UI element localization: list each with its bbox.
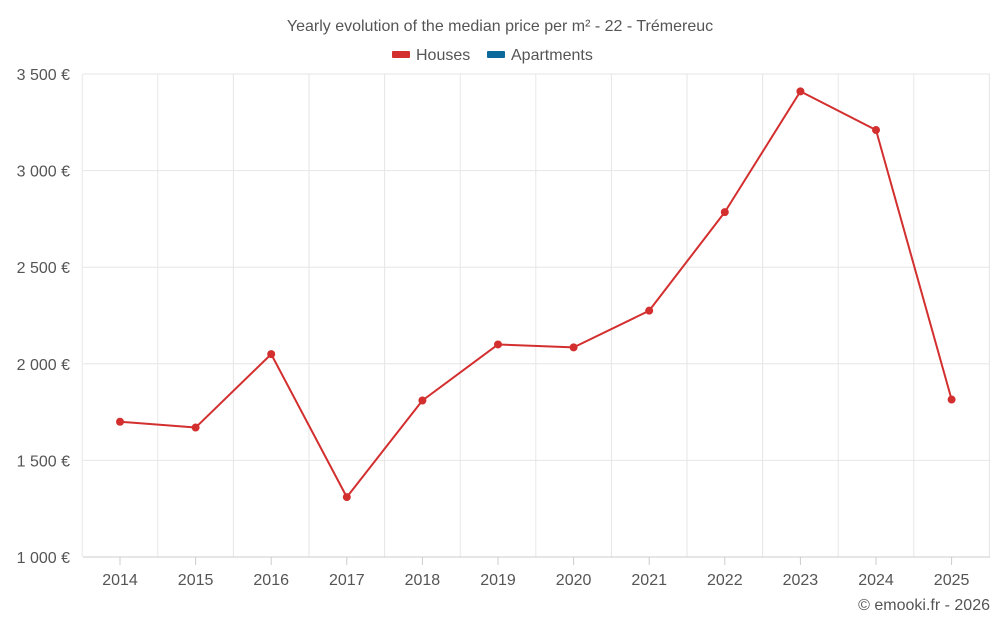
y-tick-label: 3 500 €	[17, 67, 70, 84]
legend: Houses Apartments	[392, 47, 593, 64]
data-point-2023[interactable]	[796, 87, 805, 96]
data-point-2021[interactable]	[645, 306, 654, 315]
x-tick-label: 2016	[253, 572, 289, 589]
x-tick-label: 2015	[178, 572, 214, 589]
legend-label-apartments: Apartments	[511, 47, 593, 64]
chart-title: Yearly evolution of the median price per…	[287, 18, 713, 35]
y-tick-label: 3 000 €	[17, 164, 70, 181]
axes: 1 000 € 1 500 € 2 000 € 2 500 € 3 000 € 3 500…	[17, 67, 990, 589]
x-tick-label: 2022	[707, 572, 743, 589]
data-point-2022[interactable]	[720, 208, 729, 217]
grid	[81, 73, 990, 558]
data-point-2014[interactable]	[116, 417, 124, 426]
y-tick-label: 1 000 €	[17, 550, 70, 567]
series-houses	[116, 87, 956, 502]
x-tick-label: 2017	[329, 572, 365, 589]
data-point-2019[interactable]	[494, 340, 502, 349]
y-tick-label: 1 500 €	[17, 453, 70, 470]
x-tick-label: 2020	[556, 572, 592, 589]
legend-item-apartments[interactable]: Apartments	[487, 47, 593, 64]
x-tick-label: 2023	[783, 572, 819, 589]
data-point-2016[interactable]	[267, 350, 276, 359]
legend-item-houses[interactable]: Houses	[392, 47, 470, 64]
data-point-2015[interactable]	[191, 423, 200, 432]
y-tick-label: 2 000 €	[17, 357, 70, 374]
data-point-2025[interactable]	[947, 395, 956, 404]
data-point-2024[interactable]	[872, 126, 880, 135]
x-tick-label: 2019	[480, 572, 516, 589]
data-point-2018[interactable]	[418, 396, 427, 405]
legend-swatch-apartments	[487, 51, 505, 58]
x-tick-label: 2025	[934, 572, 970, 589]
y-tick-label: 2 500 €	[17, 260, 70, 277]
data-point-2020[interactable]	[569, 343, 578, 352]
credit-text: © emooki.fr - 2026	[858, 597, 990, 614]
legend-swatch-houses	[392, 51, 410, 58]
legend-label-houses: Houses	[416, 47, 470, 64]
x-tick-label: 2021	[631, 572, 667, 589]
x-tick-label: 2018	[405, 572, 441, 589]
x-tick-label: 2024	[858, 572, 894, 589]
x-tick-label: 2014	[102, 572, 138, 589]
data-point-2017[interactable]	[342, 493, 351, 502]
series-line-houses	[119, 90, 953, 499]
